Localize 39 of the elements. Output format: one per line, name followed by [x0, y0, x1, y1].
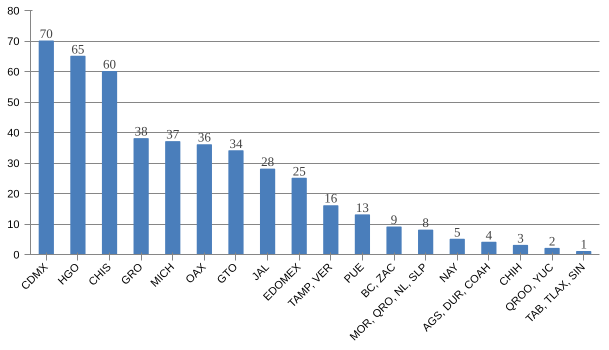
- y-tick-label: 20: [7, 188, 20, 200]
- bar: [38, 40, 54, 254]
- y-tick-label: 30: [7, 158, 20, 170]
- y-tick-label: 70: [7, 36, 20, 48]
- data-label: 13: [356, 200, 369, 215]
- bar: [228, 150, 244, 254]
- data-label: 25: [292, 163, 306, 178]
- bar: [354, 214, 370, 254]
- data-label: 36: [198, 130, 212, 145]
- data-label: 2: [548, 233, 556, 248]
- bar: [165, 141, 180, 254]
- data-label: 5: [454, 224, 460, 240]
- bar: [260, 168, 276, 254]
- data-label: 9: [390, 212, 398, 228]
- y-tick-label: 80: [7, 6, 20, 18]
- bar: [102, 71, 118, 254]
- bar: [196, 144, 212, 254]
- y-tick-label: 60: [7, 66, 20, 78]
- bar: [386, 226, 402, 254]
- y-tick-label: 40: [7, 128, 20, 140]
- bar: [134, 138, 149, 254]
- data-label: 16: [324, 190, 338, 206]
- data-label: 70: [40, 26, 53, 41]
- data-label: 60: [103, 56, 116, 72]
- bar: [292, 178, 307, 254]
- data-label: 4: [486, 227, 493, 242]
- y-tick-label: 10: [7, 219, 20, 231]
- data-label: 1: [580, 236, 587, 252]
- data-label: 34: [229, 136, 243, 151]
- bar: [512, 244, 528, 254]
- bar: [481, 242, 496, 254]
- y-tick-label: 50: [7, 97, 20, 109]
- bar: [418, 230, 434, 254]
- y-tick-label: 0: [13, 250, 20, 262]
- bar: [323, 205, 338, 254]
- data-label: 65: [71, 41, 84, 56]
- bar: [70, 56, 86, 254]
- data-label: 3: [517, 230, 524, 246]
- bar: [450, 238, 465, 254]
